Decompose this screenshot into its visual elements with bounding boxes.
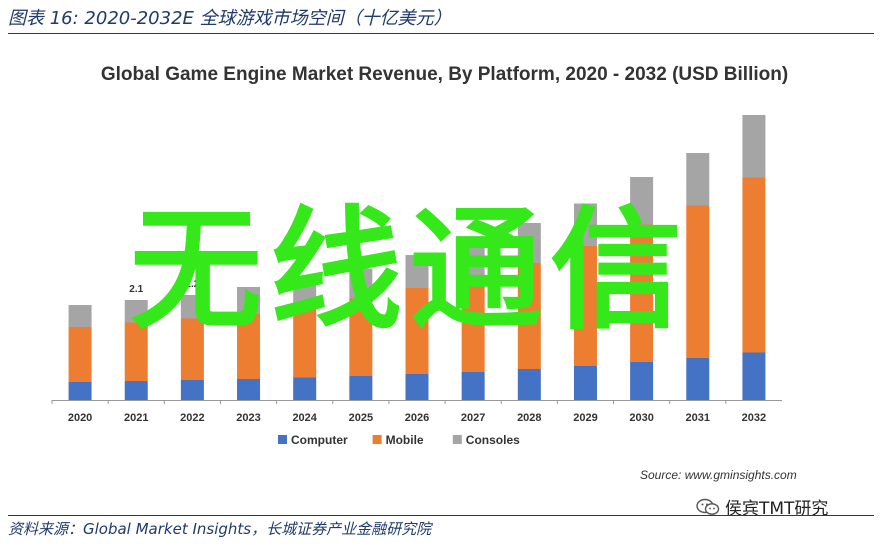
bar-consoles-2030 (630, 177, 654, 225)
x-tick-label-2032: 2032 (742, 412, 766, 424)
bar-mobile-2026 (405, 288, 429, 374)
bar-computer-2028 (517, 369, 541, 400)
bar-consoles-2023 (237, 287, 261, 314)
bar-computer-2030 (630, 362, 654, 400)
x-tick-label-2026: 2026 (405, 412, 429, 424)
bar-mobile-2023 (237, 314, 261, 379)
x-tick-label-2025: 2025 (349, 412, 373, 424)
legend-label-computer: Computer (291, 433, 348, 447)
bar-computer-2020 (68, 382, 92, 400)
x-tick-label-2031: 2031 (686, 412, 710, 424)
bar-consoles-2029 (573, 203, 597, 246)
bar-mobile-2021 (124, 322, 148, 381)
bar-consoles-2028 (517, 223, 541, 263)
x-tick-label-2027: 2027 (461, 412, 485, 424)
bar-consoles-2020 (68, 305, 92, 327)
bar-mobile-2030 (630, 224, 654, 362)
bar-computer-2024 (293, 377, 317, 400)
x-tick-label-2030: 2030 (629, 412, 653, 424)
bar-consoles-2027 (461, 240, 485, 276)
bar-mobile-2022 (180, 318, 204, 380)
figure-footnote: 资料来源：Global Market Insights，长城证券产业金融研究院 (8, 520, 432, 538)
bar-consoles-2031 (686, 153, 710, 206)
legend-swatch-computer (278, 435, 287, 444)
legend-label-mobile: Mobile (386, 433, 424, 447)
bar-mobile-2032 (742, 177, 766, 353)
bar-mobile-2029 (573, 246, 597, 366)
bar-mobile-2025 (349, 298, 373, 376)
figure-title: 图表 16: 2020-2032E 全球游戏市场空间（十亿美元） (8, 8, 452, 29)
bar-computer-2025 (349, 376, 373, 400)
bar-mobile-2028 (517, 263, 541, 369)
bar-consoles-2021 (124, 300, 148, 323)
bar-mobile-2024 (293, 309, 317, 378)
x-tick-label-2020: 2020 (68, 412, 92, 424)
title-rule (8, 33, 874, 34)
x-tick-label-2024: 2024 (292, 412, 317, 424)
bar-consoles-2026 (405, 255, 429, 288)
x-tick-label-2021: 2021 (124, 412, 148, 424)
legend-swatch-consoles (452, 435, 462, 444)
footnote-rule (8, 515, 874, 516)
wechat-account-badge: 侯宾TMT研究 (696, 494, 828, 519)
bar-computer-2022 (180, 380, 204, 400)
bar-computer-2027 (461, 372, 485, 400)
legend-label-consoles: Consoles (466, 433, 520, 447)
x-tick-label-2023: 2023 (236, 412, 260, 424)
bar-consoles-2025 (349, 268, 373, 299)
chart-source: Source: www.gminsights.com (640, 468, 797, 482)
wechat-account-name: 侯宾TMT研究 (725, 499, 829, 519)
chart-title: Global Game Engine Market Revenue, By Pl… (100, 64, 789, 85)
watermark-overlay-text: 无线通信 (130, 194, 690, 348)
bar-computer-2021 (124, 381, 148, 400)
bar-consoles-2024 (293, 281, 317, 309)
bar-mobile-2027 (461, 276, 485, 372)
data-label-2022: 2.2 (185, 279, 199, 290)
bar-computer-2023 (237, 379, 261, 400)
bar-mobile-2031 (686, 205, 710, 358)
x-tick-label-2028: 2028 (517, 412, 541, 424)
bar-consoles-2032 (742, 115, 766, 178)
bar-mobile-2020 (68, 327, 92, 382)
bar-computer-2031 (686, 358, 710, 400)
wechat-icon (696, 498, 720, 516)
data-label-2021: 2.1 (129, 284, 143, 295)
bar-computer-2032 (742, 352, 766, 400)
x-tick-label-2029: 2029 (573, 412, 597, 424)
bar-computer-2029 (573, 366, 597, 400)
bar-computer-2026 (405, 374, 429, 400)
legend-swatch-mobile (372, 435, 382, 444)
bar-consoles-2022 (180, 295, 204, 319)
x-tick-label-2022: 2022 (180, 412, 204, 424)
